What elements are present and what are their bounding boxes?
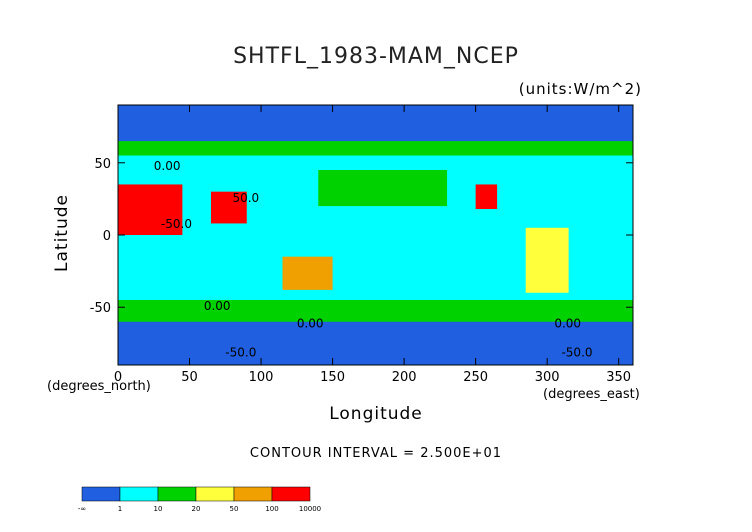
contour-label: -50.0 [225, 345, 256, 359]
x-tick-label: 100 [249, 370, 274, 385]
y-tick-label: 50 [94, 157, 111, 172]
contour-label: 50.0 [232, 191, 259, 205]
colorbar-swatch-1 [81, 486, 121, 502]
contour-label: 0.00 [154, 159, 181, 173]
field-region-africa-north [118, 184, 183, 235]
x-tick-label: 300 [535, 370, 560, 385]
colorbar-tick-label: 1 [118, 505, 122, 513]
y-units-label: (degrees_east) [543, 387, 640, 402]
contour-label: 0.00 [297, 316, 324, 330]
colorbar-tick-label: 10000 [299, 505, 321, 513]
colorbar-tick-label: -∞ [78, 505, 86, 513]
x-tick-label: 50 [181, 370, 198, 385]
contour-interval-label: CONTOUR INTERVAL = 2.500E+01 [249, 446, 503, 461]
contour-label: 0.00 [554, 316, 581, 330]
field-region-arctic [118, 105, 633, 142]
colorbar-swatch-2 [119, 486, 159, 502]
contour-label: 0.00 [204, 299, 231, 313]
field-region-mexico [475, 184, 498, 209]
x-units-label: (degrees_north) [47, 379, 151, 394]
x-tick-label: 0 [114, 370, 122, 385]
colorbar-swatch-4 [195, 486, 235, 502]
x-tick-label: 250 [463, 370, 488, 385]
field-region-antarctic [118, 321, 633, 365]
x-tick-label: 350 [606, 370, 631, 385]
x-tick-label: 150 [320, 370, 345, 385]
field-region-south-america [525, 227, 569, 293]
colorbar-swatch-3 [157, 486, 197, 502]
x-axis-label: Longitude [329, 404, 423, 424]
colorbar-tick-label: 20 [192, 505, 201, 513]
contour-label: -50.0 [161, 217, 192, 231]
colorbar-swatch-5 [233, 486, 273, 502]
y-tick-label: -50 [90, 301, 111, 316]
colorbar-tick-label: 10 [154, 505, 163, 513]
field-region-north-pacific [318, 170, 448, 207]
colorbar-tick-label: 100 [265, 505, 278, 513]
y-tick-label: 0 [103, 229, 111, 244]
colorbar-swatch-6 [271, 486, 311, 502]
colorbar-tick-label: 50 [230, 505, 239, 513]
x-tick-label: 200 [392, 370, 417, 385]
field-region-india [210, 191, 247, 224]
contour-label: -50.0 [561, 345, 592, 359]
chart-title: SHTFL_1983-MAM_NCEP [233, 44, 519, 69]
units-label: (units:W/m^2) [518, 80, 642, 98]
field-region-southern-ocean [118, 300, 633, 322]
field-region-australia [282, 256, 333, 290]
